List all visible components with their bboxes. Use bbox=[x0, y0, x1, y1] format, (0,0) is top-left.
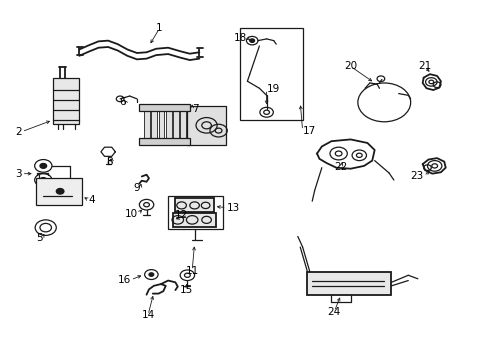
Text: 10: 10 bbox=[125, 208, 138, 219]
Text: 4: 4 bbox=[89, 195, 96, 205]
Bar bbox=[173, 109, 179, 141]
Text: 8: 8 bbox=[106, 157, 113, 167]
Text: 7: 7 bbox=[192, 104, 199, 114]
Text: 24: 24 bbox=[328, 307, 341, 316]
Bar bbox=[151, 109, 157, 141]
Bar bbox=[240, 28, 303, 120]
Text: 15: 15 bbox=[180, 285, 193, 295]
Text: 3: 3 bbox=[15, 168, 22, 179]
Text: 12: 12 bbox=[175, 210, 188, 220]
Circle shape bbox=[250, 39, 255, 42]
Text: 14: 14 bbox=[142, 310, 155, 320]
Text: 6: 6 bbox=[119, 98, 126, 107]
Text: 13: 13 bbox=[227, 203, 240, 212]
Text: 22: 22 bbox=[334, 162, 348, 172]
Bar bbox=[144, 109, 150, 141]
Bar bbox=[307, 272, 392, 294]
Text: 20: 20 bbox=[344, 62, 357, 71]
Text: 2: 2 bbox=[15, 127, 22, 137]
Circle shape bbox=[56, 189, 64, 194]
Bar bbox=[180, 109, 186, 141]
Text: 18: 18 bbox=[234, 33, 247, 43]
Text: 5: 5 bbox=[36, 233, 42, 243]
Bar bbox=[173, 213, 216, 226]
Bar bbox=[159, 109, 164, 141]
Text: 21: 21 bbox=[418, 62, 432, 71]
Bar bbox=[36, 178, 82, 205]
Text: 11: 11 bbox=[186, 266, 199, 276]
Bar bbox=[53, 78, 79, 123]
Text: 23: 23 bbox=[411, 171, 424, 181]
Bar bbox=[139, 104, 190, 111]
Bar bbox=[175, 198, 214, 212]
Circle shape bbox=[40, 177, 47, 183]
Text: 16: 16 bbox=[118, 275, 131, 285]
Bar bbox=[168, 196, 223, 229]
Text: 9: 9 bbox=[134, 183, 140, 193]
Circle shape bbox=[149, 273, 154, 276]
Text: 1: 1 bbox=[156, 23, 163, 33]
Bar bbox=[139, 138, 190, 145]
Text: 19: 19 bbox=[267, 84, 280, 94]
Text: 17: 17 bbox=[303, 126, 316, 136]
Bar bbox=[187, 106, 226, 145]
Circle shape bbox=[40, 163, 47, 168]
Bar bbox=[166, 109, 171, 141]
